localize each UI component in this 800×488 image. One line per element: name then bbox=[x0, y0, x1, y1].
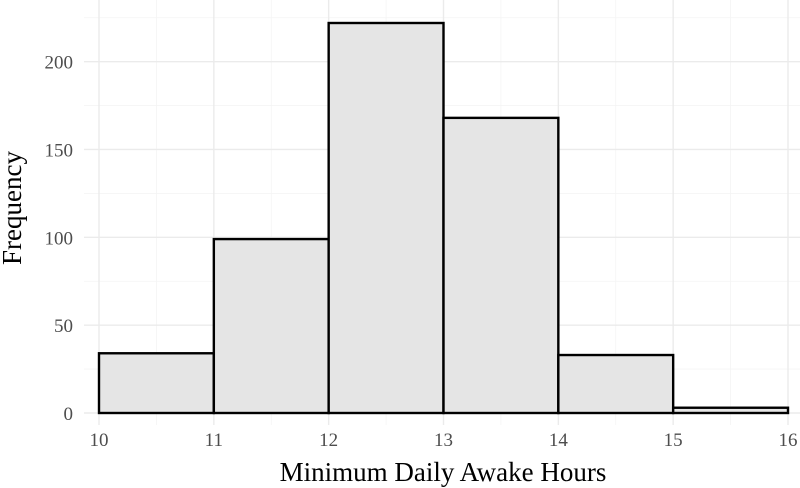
x-tick-label: 15 bbox=[664, 430, 683, 451]
x-tick-label: 10 bbox=[90, 430, 109, 451]
x-tick-label: 16 bbox=[779, 430, 798, 451]
histogram-bar bbox=[97, 352, 216, 415]
y-tick-label: 150 bbox=[45, 140, 74, 161]
y-tick-label: 0 bbox=[64, 404, 74, 425]
histogram-bar bbox=[327, 21, 445, 415]
x-tick-label: 12 bbox=[319, 430, 338, 451]
x-tick-label: 11 bbox=[205, 430, 223, 451]
x-tick-labels: 10 11 12 13 14 15 16 bbox=[90, 430, 798, 451]
y-tick-label: 200 bbox=[45, 53, 74, 74]
y-tick-label: 50 bbox=[54, 316, 73, 337]
histogram-bar bbox=[212, 237, 330, 415]
x-tick-label: 13 bbox=[434, 430, 453, 451]
x-tick-label: 14 bbox=[549, 430, 569, 451]
y-tick-label: 100 bbox=[45, 228, 74, 249]
histogram-bar bbox=[671, 406, 790, 415]
histogram-bar bbox=[557, 353, 675, 415]
y-tick-labels: 0 50 100 150 200 bbox=[45, 53, 74, 425]
bar-layer bbox=[97, 21, 790, 415]
y-axis-title: Frequency bbox=[0, 151, 27, 265]
histogram-bar bbox=[442, 116, 560, 415]
x-axis-title: Minimum Daily Awake Hours bbox=[280, 457, 607, 487]
